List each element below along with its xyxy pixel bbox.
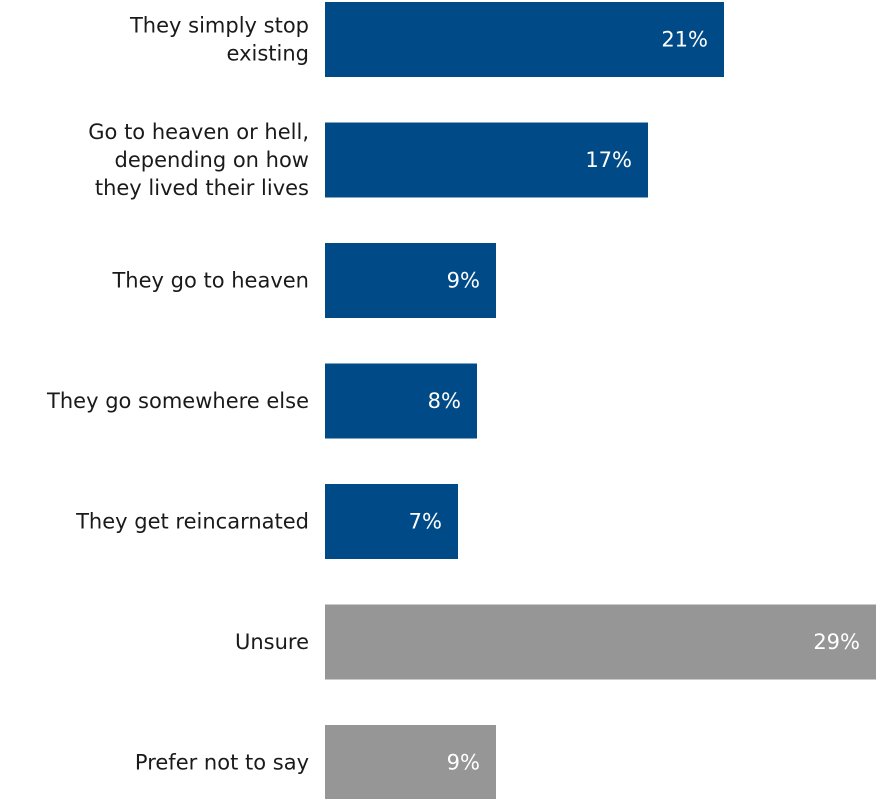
category-label-0: They simply stop existing	[129, 14, 309, 66]
category-label-line: Prefer not to say	[135, 751, 309, 775]
value-label-1: 17%	[585, 148, 632, 172]
bar-4	[325, 484, 458, 559]
category-label-line: they lived their lives	[95, 176, 309, 200]
category-label-4: They get reincarnated	[75, 510, 309, 534]
bar-2	[325, 243, 496, 318]
value-label-5: 29%	[813, 630, 860, 654]
category-label-5: Unsure	[235, 630, 309, 654]
category-label-line: depending on how	[115, 148, 309, 172]
category-label-6: Prefer not to say	[135, 751, 309, 775]
bar-1	[325, 122, 648, 198]
bar-5	[325, 604, 876, 680]
category-label-3: They go somewhere else	[46, 389, 309, 413]
bar-6	[325, 725, 496, 799]
category-label-line: They simply stop	[129, 14, 309, 38]
value-label-2: 9%	[447, 269, 480, 293]
value-label-6: 9%	[447, 751, 480, 775]
category-label-line: They get reincarnated	[75, 510, 309, 534]
category-label-2: They go to heaven	[111, 269, 309, 293]
bar-0	[325, 2, 724, 77]
category-label-line: existing	[227, 42, 309, 66]
category-label-1: Go to heaven or hell, depending on how the…	[88, 120, 309, 200]
category-label-line: Go to heaven or hell,	[88, 120, 309, 144]
value-label-3: 8%	[428, 389, 461, 413]
value-label-0: 21%	[661, 28, 708, 52]
category-label-line: Unsure	[235, 630, 309, 654]
category-label-line: They go to heaven	[111, 269, 309, 293]
category-label-line: They go somewhere else	[46, 389, 309, 413]
bar-3	[325, 363, 477, 439]
value-label-4: 7%	[409, 510, 442, 534]
